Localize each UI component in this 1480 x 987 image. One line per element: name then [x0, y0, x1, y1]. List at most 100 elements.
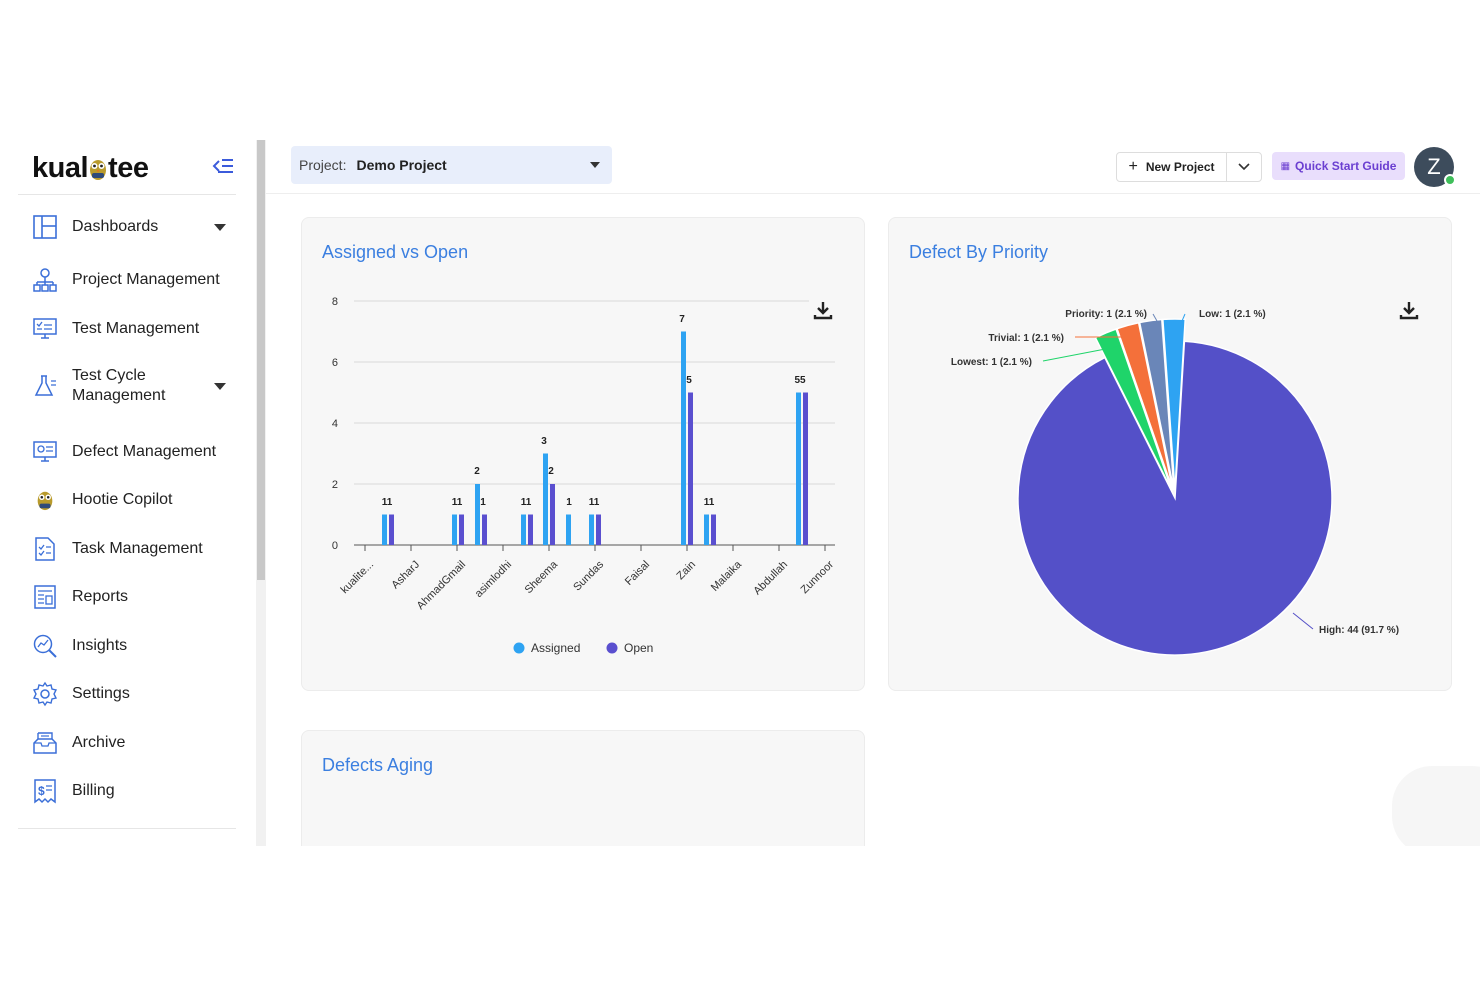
data-label: 1: [566, 497, 572, 508]
bug-monitor-icon: [30, 437, 60, 467]
sidebar-item-billing[interactable]: $ Billing: [30, 776, 240, 806]
bar-assigned: [589, 514, 594, 545]
leader-line: [1292, 612, 1314, 630]
card-title: Defect By Priority: [909, 242, 1049, 262]
project-select[interactable]: Project: Demo Project: [291, 146, 612, 184]
sidebar-item-reports[interactable]: Reports: [30, 582, 240, 612]
card-title: Defects Aging: [322, 755, 434, 775]
flask-icon: [30, 371, 60, 401]
sidebar-item-archive[interactable]: Archive: [30, 728, 240, 758]
test-monitor-icon: [30, 314, 60, 344]
archive-icon: [30, 728, 60, 758]
pie-label-priority: Priority: 1 (2.1 %): [1065, 309, 1147, 320]
sidebar-item-project-management[interactable]: Project Management: [30, 265, 240, 295]
org-chart-icon: [30, 265, 60, 295]
bar-assigned: [566, 514, 571, 545]
bar-assigned: [475, 484, 480, 545]
collapse-sidebar-icon[interactable]: [212, 156, 238, 178]
x-tick-label: asimlodhi: [473, 559, 514, 600]
online-status-dot: [1444, 174, 1456, 186]
download-icon[interactable]: [813, 300, 833, 320]
chevron-down-icon[interactable]: [214, 383, 226, 390]
sidebar-scrollbar[interactable]: [256, 140, 266, 846]
sidebar-item-label: Test Management: [72, 320, 200, 337]
bar-open: [550, 484, 555, 545]
y-tick-label: 0: [332, 540, 338, 552]
x-tick-label: Sundas: [571, 558, 606, 593]
assigned-vs-open-card: Assigned vs Open 0 2 4 6 8 kualite... AsharJ Ah…: [301, 217, 865, 691]
new-project-button[interactable]: + New Project: [1117, 153, 1227, 181]
bar-assigned: [704, 514, 709, 545]
x-tick-label: Faisal: [623, 559, 652, 588]
new-project-label: New Project: [1145, 160, 1215, 174]
x-tick-label: Sheema: [523, 558, 561, 596]
y-tick-label: 4: [332, 418, 338, 430]
pie-slice-priority: [1138, 318, 1175, 491]
data-label: 11: [521, 497, 532, 508]
sidebar-item-label: Dashboards: [72, 218, 159, 235]
new-project-split-button: + New Project: [1116, 152, 1262, 182]
sidebar-item-settings[interactable]: Settings: [30, 679, 240, 709]
legend-label-assigned: Assigned: [531, 641, 580, 655]
gear-icon: [30, 679, 60, 709]
pie-label-lowest: Lowest: 1 (2.1 %): [951, 357, 1032, 368]
sidebar-item-dashboards[interactable]: Dashboards: [30, 212, 240, 242]
caret-down-icon: [590, 162, 600, 168]
data-label: 1: [480, 497, 486, 508]
legend-marker-open: [606, 642, 618, 654]
sidebar-item-label: Project Management: [72, 271, 220, 288]
bar-assigned: [452, 514, 457, 545]
card-title: Assigned vs Open: [322, 242, 469, 262]
bar-assigned: [543, 453, 548, 545]
bar-assigned: [521, 514, 526, 545]
sidebar-item-label: Settings: [72, 685, 130, 702]
defect-by-priority-card: Defect By Priority Low: 1 (2.1 %) Priorit…: [888, 217, 1452, 691]
chevron-down-icon[interactable]: [214, 224, 226, 231]
sidebar-item-label: Defect Management: [72, 443, 217, 460]
new-project-dropdown-button[interactable]: [1227, 153, 1261, 181]
project-select-value: Demo Project: [356, 157, 447, 173]
sidebar-item-label: Task Management: [72, 540, 203, 557]
sidebar-item-defect-management[interactable]: Defect Management: [30, 437, 240, 467]
bar-open: [596, 514, 601, 545]
defects-aging-card: Defects Aging: [301, 730, 865, 846]
x-tick-label: Zain: [674, 559, 698, 583]
x-tick-label: Abdullah: [751, 559, 790, 598]
sidebar-item-insights[interactable]: Insights: [30, 631, 240, 661]
dashboard-icon: [30, 212, 60, 242]
user-avatar[interactable]: Z: [1414, 147, 1456, 187]
leader-line: [1152, 313, 1162, 329]
scrollbar-thumb[interactable]: [257, 140, 265, 580]
sidebar-item-label: Archive: [72, 734, 126, 751]
plus-icon: +: [1128, 158, 1138, 175]
billing-icon: $: [30, 776, 60, 806]
data-label: 3: [541, 436, 547, 447]
bar-assigned: [796, 392, 801, 545]
sidebar-item-hootie-copilot[interactable]: Hootie Copilot: [30, 485, 240, 515]
app-window: kual tee Dashboards Project Management: [0, 140, 1480, 846]
x-tick-label: Malaika: [709, 558, 745, 594]
logo-divider: [18, 194, 236, 195]
data-label: 7: [679, 314, 685, 325]
sidebar-item-test-cycle-management[interactable]: Test Cycle Management: [30, 366, 240, 406]
quick-start-guide-button[interactable]: ▦ Quick Start Guide: [1272, 152, 1405, 180]
x-tick-label: AsharJ: [389, 559, 422, 592]
brand-name-right: tee: [108, 152, 149, 184]
project-select-label: Project:: [299, 157, 347, 173]
sidebar-item-label: Insights: [72, 637, 128, 654]
chevron-down-icon: [1238, 163, 1250, 171]
download-icon[interactable]: [1399, 300, 1419, 320]
sidebar-item-test-management[interactable]: Test Management: [30, 314, 240, 344]
data-label: 11: [589, 497, 600, 508]
avatar-initial: Z: [1427, 154, 1441, 179]
y-tick-label: 6: [332, 357, 338, 369]
data-label: 11: [704, 497, 715, 508]
bar-open: [482, 514, 487, 545]
pie-slice-lowest: [1094, 328, 1173, 491]
pie-slice-high: [1017, 340, 1333, 656]
brand-logo[interactable]: kual tee: [32, 152, 149, 185]
top-bar: Project: Demo Project + New Project ▦ Qu…: [266, 140, 1480, 194]
x-tick-label: AhmadGmail: [415, 559, 468, 612]
sidebar-item-task-management[interactable]: Task Management: [30, 534, 240, 564]
